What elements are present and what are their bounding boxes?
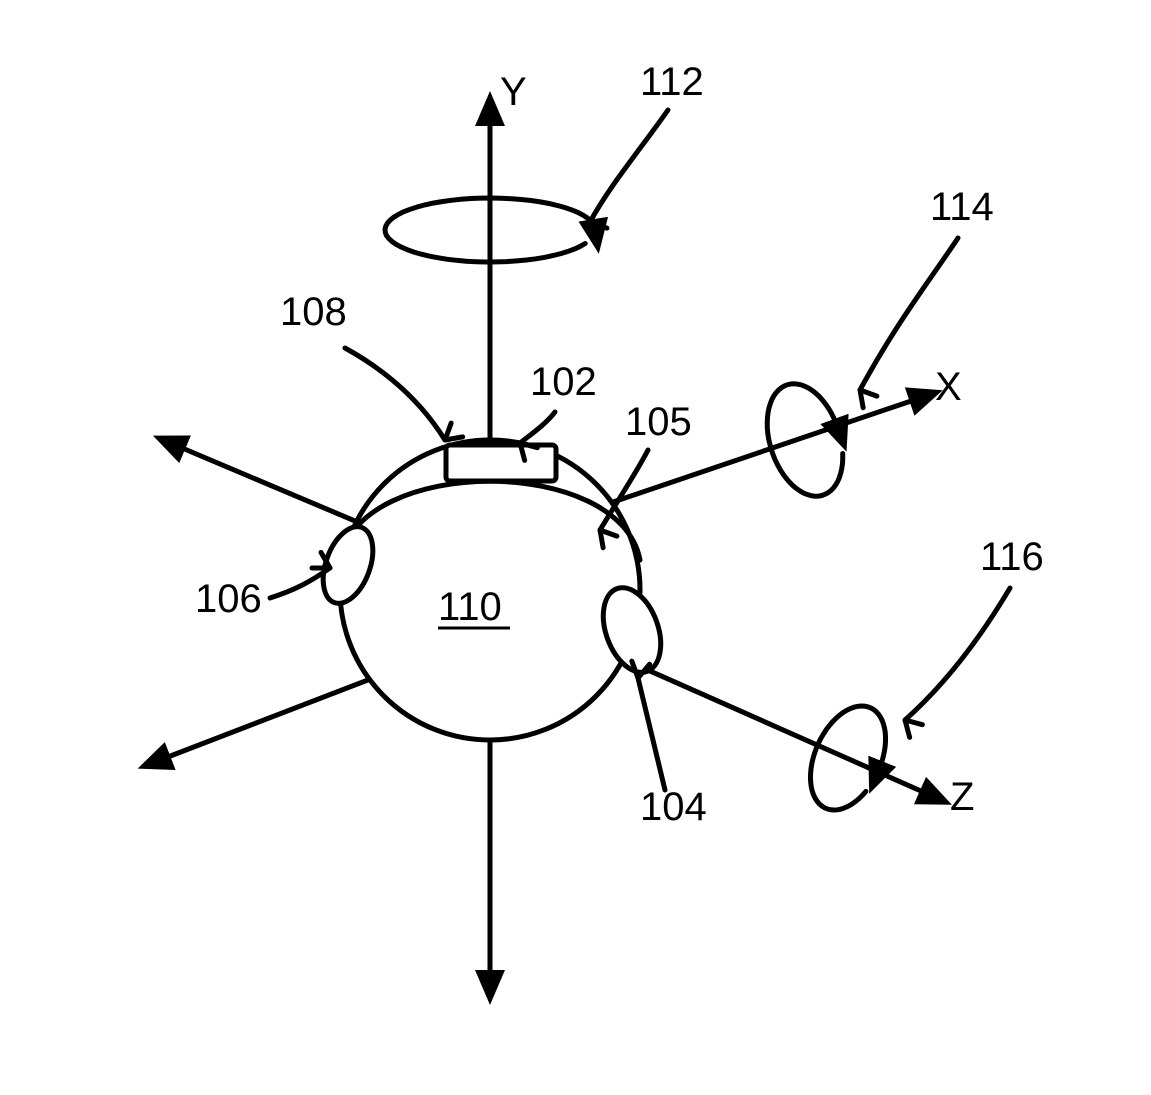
label-114: 114 <box>930 185 994 229</box>
axis-z-label: Z <box>950 775 974 819</box>
label-110: 110 <box>438 585 502 629</box>
leader-108 <box>345 348 445 440</box>
leader-102 <box>520 412 555 443</box>
sensor-module <box>446 445 556 481</box>
axis-y-label: Y <box>500 70 527 114</box>
label-108: 108 <box>280 290 347 334</box>
leader-112 <box>590 110 668 222</box>
label-105: 105 <box>625 400 692 444</box>
rotation-pitch <box>754 374 856 506</box>
label-106: 106 <box>195 577 262 621</box>
leader-116 <box>905 588 1010 720</box>
leader-104 <box>638 678 665 790</box>
label-102: 102 <box>530 360 597 404</box>
label-116: 116 <box>980 535 1044 579</box>
axis-x-label: X <box>935 365 962 409</box>
label-104: 104 <box>640 785 707 829</box>
label-112: 112 <box>640 60 704 104</box>
diagram-svg: Y X Z 110 112 114 116 108 102 105 106 104 <box>0 0 1151 1095</box>
